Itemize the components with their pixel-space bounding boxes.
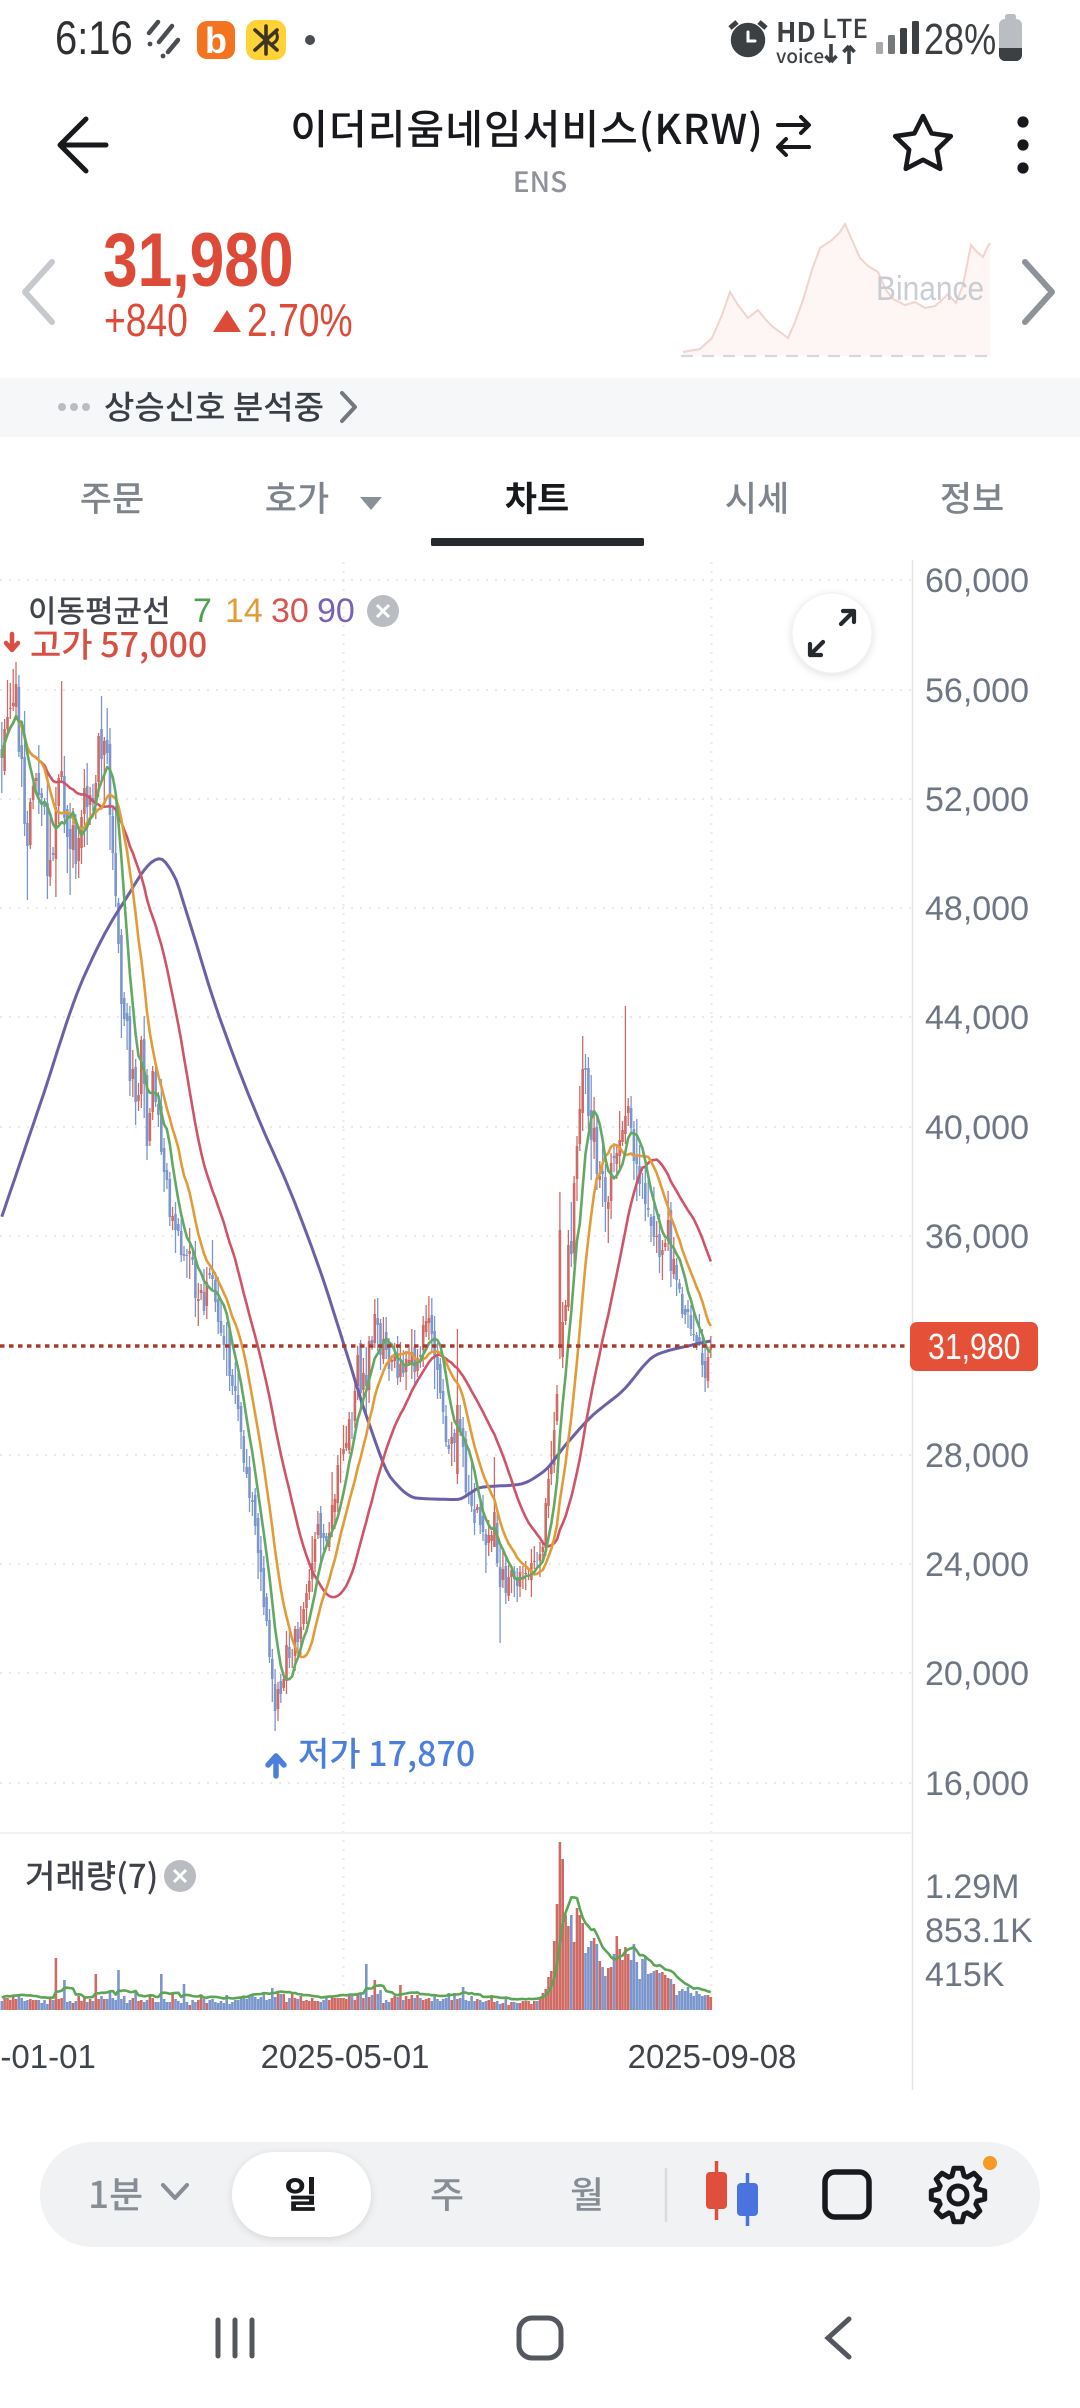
svg-text:60,000: 60,000 (925, 562, 1029, 600)
svg-text:b: b (205, 20, 227, 61)
svg-text:Binance: Binance (876, 269, 984, 307)
svg-text:2025-01-01: 2025-01-01 (0, 2038, 96, 2075)
svg-text:52,000: 52,000 (925, 781, 1029, 819)
svg-text:6:16: 6:16 (55, 13, 133, 65)
svg-text:31,980: 31,980 (103, 217, 294, 302)
svg-text:1.29M: 1.29M (925, 1868, 1020, 1906)
svg-text:31,980: 31,980 (928, 1328, 1020, 1368)
svg-text:7: 7 (193, 592, 212, 630)
svg-text:20,000: 20,000 (925, 1655, 1029, 1693)
svg-text:28,000: 28,000 (925, 1437, 1029, 1475)
svg-text:28%: 28% (924, 15, 996, 64)
svg-text:+840: +840 (104, 294, 188, 346)
svg-text:40,000: 40,000 (925, 1109, 1029, 1147)
svg-text:30: 30 (271, 592, 309, 630)
svg-text:56,000: 56,000 (925, 672, 1029, 710)
svg-text:90: 90 (317, 592, 355, 630)
svg-text:36,000: 36,000 (925, 1218, 1029, 1256)
svg-text:2025-09-08: 2025-09-08 (628, 2038, 797, 2075)
svg-text:44,000: 44,000 (925, 999, 1029, 1037)
svg-text:24,000: 24,000 (925, 1546, 1029, 1584)
svg-text:16,000: 16,000 (925, 1765, 1029, 1803)
svg-text:2025-05-01: 2025-05-01 (261, 2038, 430, 2075)
svg-text:853.1K: 853.1K (925, 1912, 1033, 1950)
svg-text:415K: 415K (925, 1956, 1005, 1994)
svg-text:48,000: 48,000 (925, 890, 1029, 928)
svg-text:14: 14 (225, 592, 263, 630)
svg-text:2.70%: 2.70% (247, 294, 353, 346)
